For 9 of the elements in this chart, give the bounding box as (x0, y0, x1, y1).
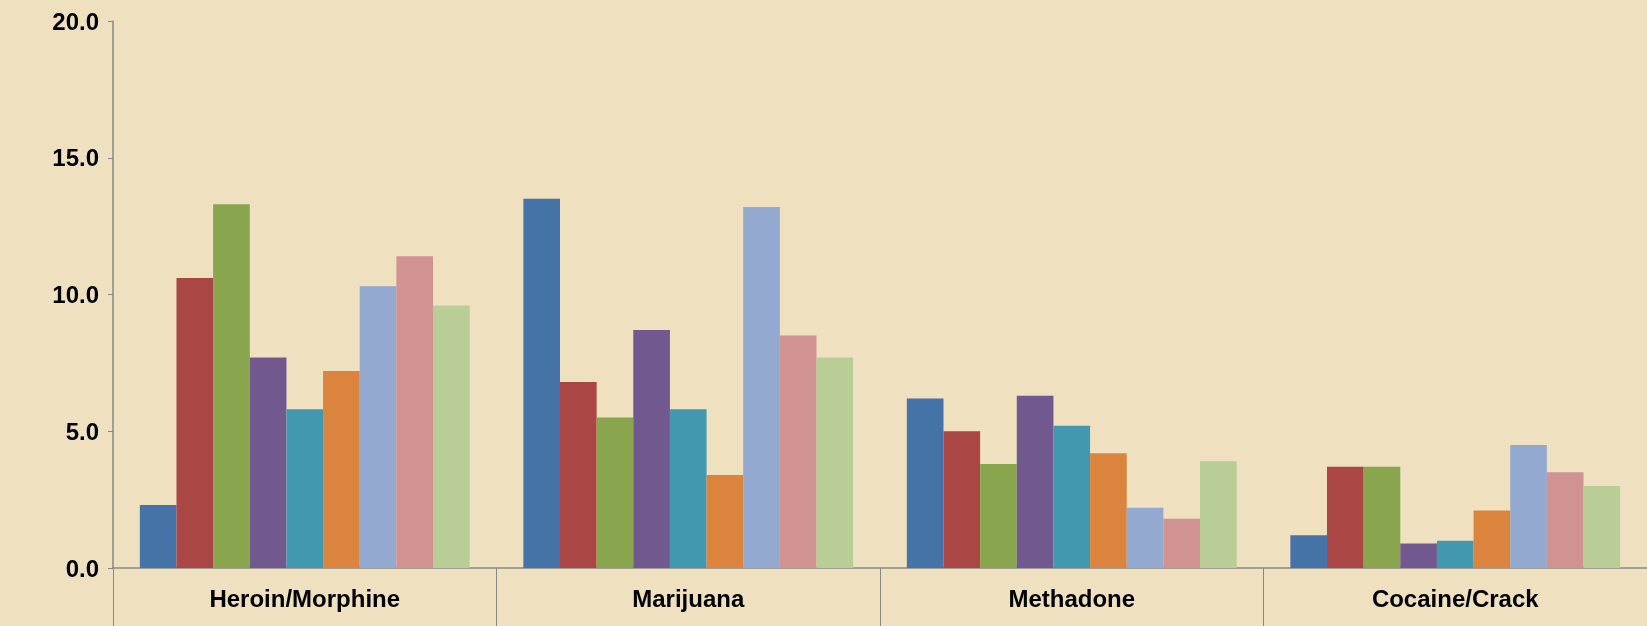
y-tick-label: 20.0 (52, 7, 99, 35)
x-tick-label: Methadone (1008, 584, 1136, 612)
y-tick-label: 0.0 (65, 554, 99, 582)
x-tick-label: Heroin/Morphine (209, 584, 401, 612)
y-tick-label: 15.0 (52, 144, 99, 172)
x-tick-label: Marijuana (632, 584, 745, 612)
y-tick-label: 10.0 (52, 281, 99, 308)
x-tick-label: Cocaine/Crack (1371, 584, 1540, 612)
y-tick-label: 5.0 (65, 417, 99, 445)
